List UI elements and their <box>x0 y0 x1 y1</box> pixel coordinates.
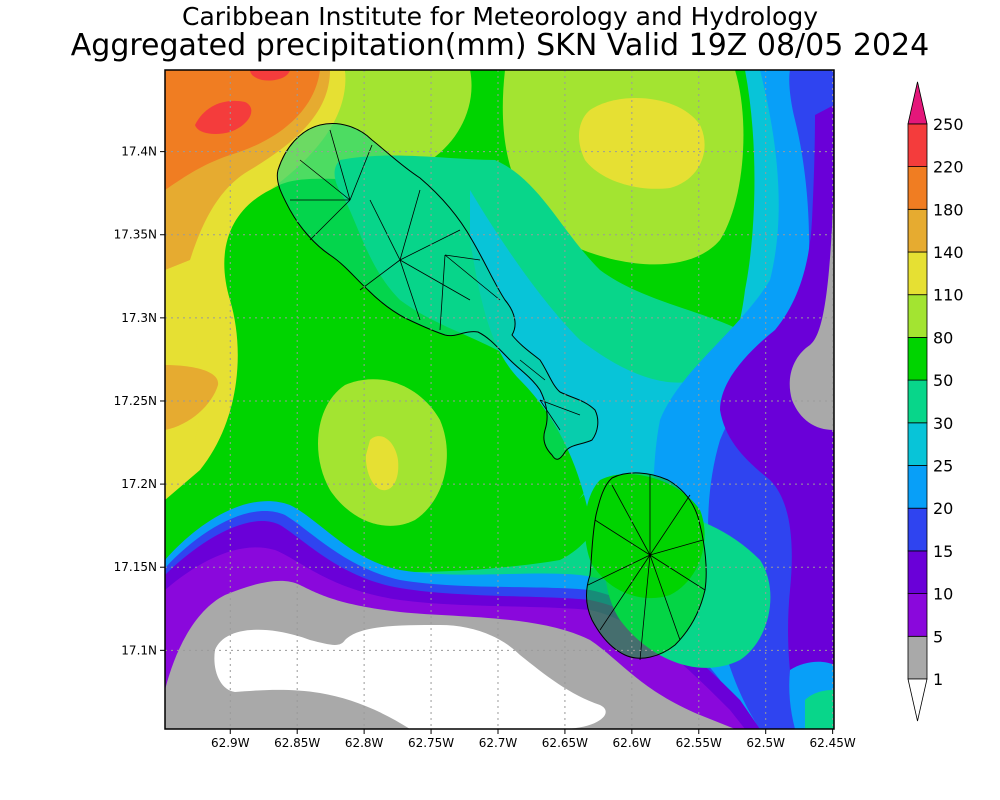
field-10-15-east <box>720 105 834 729</box>
island-nevis <box>586 472 707 659</box>
lon-tick-label: 62.45W <box>810 736 856 750</box>
colorbar-swatch <box>907 123 928 168</box>
lon-tick-label: 62.65W <box>542 736 588 750</box>
lat-lon-grid <box>165 70 834 729</box>
field-1-5-east <box>789 180 834 430</box>
colorbar-label: 20 <box>933 499 953 518</box>
latitude-axis: 17.4N 17.35N 17.3N 17.25N 17.2N 17.15N 17.1N <box>114 145 165 657</box>
lon-tick-label: 62.75W <box>408 736 454 750</box>
lon-tick-label: 62.85W <box>274 736 320 750</box>
colorbar-swatch <box>907 507 928 552</box>
lat-tick-label: 17.1N <box>121 643 157 657</box>
colorbar-label: 25 <box>933 457 953 476</box>
lat-tick-label: 17.2N <box>121 477 157 491</box>
precip-field <box>165 70 834 729</box>
lon-tick-label: 62.9W <box>211 736 250 750</box>
field-140-180-w <box>165 365 219 430</box>
colorbar-swatch <box>907 336 928 381</box>
colorbar-swatch <box>907 166 928 210</box>
title-product: Aggregated precipitation(mm) SKN Valid 1… <box>70 28 930 63</box>
colorbar-max-arrow <box>907 81 928 125</box>
field-under-1-south <box>214 625 606 729</box>
lon-tick-label: 62.55W <box>676 736 722 750</box>
colorbar-label: 1 <box>933 670 943 689</box>
colorbar-label: 80 <box>933 328 953 347</box>
colorbar-label: 5 <box>933 627 943 646</box>
nevis-watersheds <box>587 475 706 661</box>
lat-tick-label: 17.4N <box>121 145 157 159</box>
colorbar-label: 30 <box>933 414 953 433</box>
colorbar-label: 220 <box>933 158 964 177</box>
field-30-50-se <box>805 690 834 729</box>
lat-tick-label: 17.25N <box>114 394 157 408</box>
lon-tick-label: 62.6W <box>613 736 652 750</box>
colorbar-swatch <box>907 550 928 595</box>
colorbar-label: 10 <box>933 585 953 604</box>
colorbar-label: 180 <box>933 200 964 219</box>
field-220-250-top <box>250 70 290 81</box>
lon-tick-label: 62.8W <box>345 736 384 750</box>
colorbar-swatch <box>907 379 928 424</box>
colorbar-swatch <box>907 294 928 338</box>
lon-tick-label: 62.7W <box>479 736 518 750</box>
colorbar-swatch <box>907 465 928 509</box>
field-110-140-ne <box>578 98 705 189</box>
colorbar-label: 110 <box>933 286 964 305</box>
lon-tick-label: 62.5W <box>746 736 785 750</box>
colorbar-swatch <box>907 251 928 296</box>
lat-tick-label: 17.35N <box>114 228 157 242</box>
lat-tick-label: 17.3N <box>121 311 157 325</box>
colorbar-swatch <box>907 422 928 466</box>
field-180-220-nw <box>165 70 320 190</box>
field-220-250-nw <box>195 100 252 134</box>
map-frame <box>164 69 835 730</box>
st-kitts-watersheds <box>290 129 581 431</box>
field-110-140-center <box>365 436 399 491</box>
colorbar-min-arrow <box>907 678 928 722</box>
colorbar-label: 15 <box>933 542 953 561</box>
colorbar-swatch <box>907 208 928 253</box>
colorbar-label: 140 <box>933 243 964 262</box>
colorbar-label: 250 <box>933 115 964 134</box>
colorbar-swatch <box>907 635 928 680</box>
island-st-kitts <box>276 123 599 460</box>
title-institute: Caribbean Institute for Meteorology and … <box>182 2 818 31</box>
longitude-axis: 62.9W 62.85W 62.8W 62.75W 62.7W 62.65W 62.6W 62… <box>211 729 856 750</box>
colorbar-label: 50 <box>933 371 953 390</box>
lat-tick-label: 17.15N <box>114 560 157 574</box>
colorbar-swatch <box>907 593 928 637</box>
